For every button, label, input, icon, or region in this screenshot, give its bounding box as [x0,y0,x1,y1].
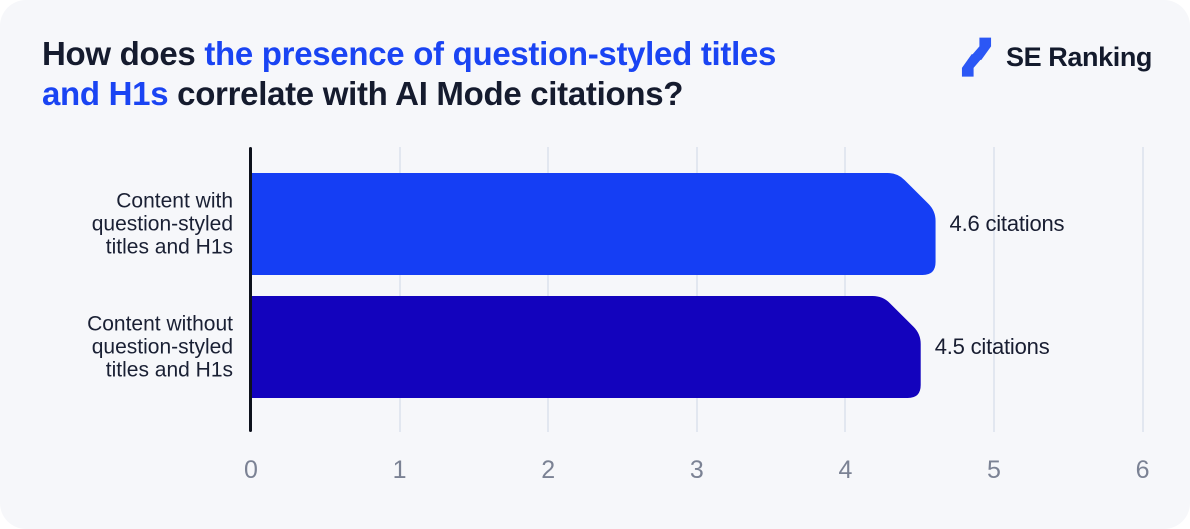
se-ranking-logo: SE Ranking [960,37,1152,78]
title-segment: correlate with AI Mode citations? [168,75,684,112]
x-tick-label: 4 [838,456,853,484]
x-tick-label: 1 [392,456,407,484]
se-ranking-logo-icon [961,37,992,77]
x-tick-label: 5 [987,456,1001,484]
chart-title: How does the presence of question-styled… [42,34,942,114]
bar-shape [252,173,936,275]
category-label: Content without question-styled titles a… [87,312,233,382]
gridline [695,147,698,432]
gridline [398,147,401,432]
x-tick-label: 3 [689,456,704,484]
gridline [844,147,847,432]
gridline [1141,147,1144,432]
bar-with-questions [252,173,936,275]
x-tick-label: 2 [541,456,556,484]
title-segment: the presence of question-styled titles [204,35,777,72]
value-label: 4.5 citations [934,334,1050,359]
gridline [547,147,550,432]
y-axis-line [249,147,252,432]
title-segment: and H1s [42,75,169,112]
bar-shape [252,296,921,398]
category-label: Content with question-styled titles and … [91,189,233,259]
gridline [993,147,995,432]
x-tick-label: 6 [1135,456,1150,484]
se-ranking-logo-text: SE Ranking [1005,42,1152,72]
title-segment: How does [42,35,205,72]
x-tick-label: 0 [244,456,258,484]
bar-without-questions [252,296,921,398]
value-label: 4.6 citations [949,211,1065,236]
